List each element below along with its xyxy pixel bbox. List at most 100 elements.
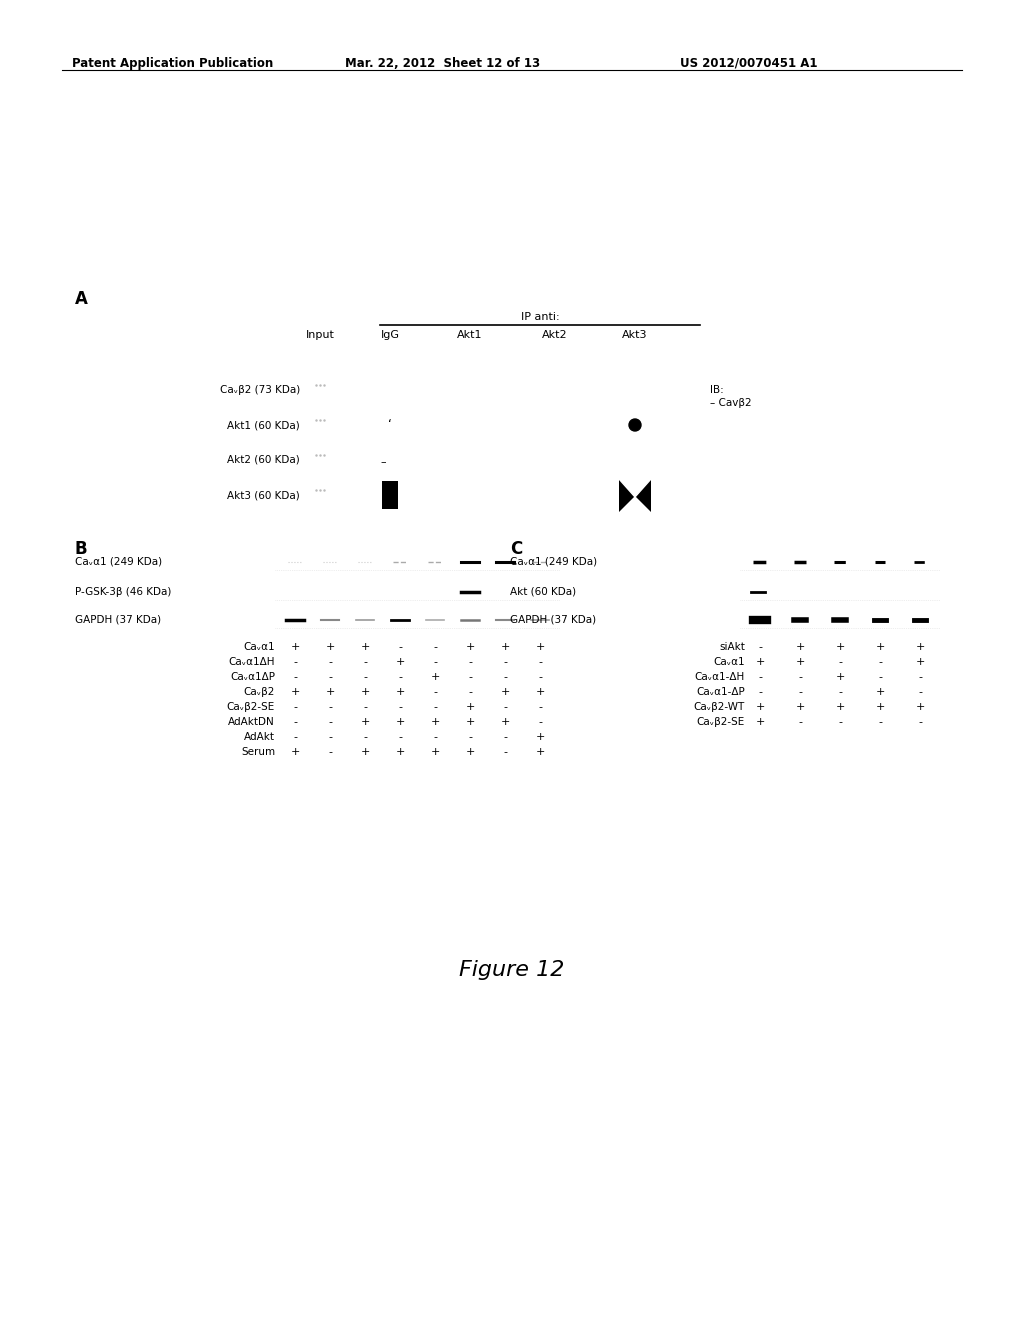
Text: Caᵥα1: Caᵥα1 — [714, 657, 745, 667]
Text: AdAktDN: AdAktDN — [228, 717, 275, 727]
Text: -: - — [433, 657, 437, 667]
Text: Caᵥα1 (249 KDa): Caᵥα1 (249 KDa) — [510, 557, 597, 568]
Text: -: - — [918, 717, 922, 727]
Text: +: + — [836, 672, 845, 682]
Text: +: + — [756, 717, 765, 727]
Text: -: - — [878, 672, 882, 682]
Text: -: - — [838, 686, 842, 697]
Text: GAPDH (37 KDa): GAPDH (37 KDa) — [510, 615, 596, 624]
Text: GAPDH (37 KDa): GAPDH (37 KDa) — [75, 615, 161, 624]
Text: IP anti:: IP anti: — [520, 312, 559, 322]
Text: -: - — [538, 702, 542, 711]
Text: Caᵥβ2-WT: Caᵥβ2-WT — [693, 702, 745, 711]
Text: Figure 12: Figure 12 — [460, 960, 564, 979]
Text: US 2012/0070451 A1: US 2012/0070451 A1 — [680, 57, 817, 70]
Text: -: - — [328, 672, 332, 682]
Text: Caᵥα1-ΔH: Caᵥα1-ΔH — [694, 672, 745, 682]
Text: B: B — [75, 540, 88, 558]
Text: -: - — [798, 672, 802, 682]
Text: +: + — [360, 747, 370, 756]
Text: -: - — [433, 702, 437, 711]
Text: -: - — [433, 733, 437, 742]
Text: Akt3 (60 KDa): Akt3 (60 KDa) — [227, 490, 300, 500]
Text: Caᵥα1: Caᵥα1 — [244, 642, 275, 652]
Text: Caᵥβ2-SE: Caᵥβ2-SE — [226, 702, 275, 711]
Text: +: + — [465, 702, 475, 711]
Text: -: - — [398, 672, 402, 682]
Text: -: - — [878, 657, 882, 667]
Text: -: - — [758, 686, 762, 697]
Text: Caᵥα1 (249 KDa): Caᵥα1 (249 KDa) — [75, 557, 162, 568]
Text: -: - — [918, 672, 922, 682]
Text: Caᵥα1-ΔP: Caᵥα1-ΔP — [696, 686, 745, 697]
Text: -: - — [758, 642, 762, 652]
Text: +: + — [360, 717, 370, 727]
Text: -: - — [503, 657, 507, 667]
FancyBboxPatch shape — [618, 479, 651, 513]
Text: -: - — [538, 717, 542, 727]
Text: Input: Input — [305, 330, 335, 341]
Text: Caᵥβ2 (73 KDa): Caᵥβ2 (73 KDa) — [220, 385, 300, 395]
Text: +: + — [291, 642, 300, 652]
Text: -: - — [468, 686, 472, 697]
Text: Akt (60 KDa): Akt (60 KDa) — [510, 587, 577, 597]
Text: +: + — [756, 657, 765, 667]
Text: +: + — [501, 717, 510, 727]
Text: +: + — [430, 672, 439, 682]
Text: +: + — [326, 686, 335, 697]
Text: -: - — [798, 717, 802, 727]
Text: -: - — [362, 657, 367, 667]
Text: +: + — [915, 642, 925, 652]
Text: -: - — [468, 733, 472, 742]
Text: Akt1 (60 KDa): Akt1 (60 KDa) — [227, 420, 300, 430]
Text: -: - — [328, 733, 332, 742]
Text: -: - — [398, 642, 402, 652]
Text: +: + — [326, 642, 335, 652]
Text: P-GSK-3β (46 KDa): P-GSK-3β (46 KDa) — [75, 587, 171, 597]
Text: +: + — [501, 686, 510, 697]
Text: A: A — [75, 290, 88, 308]
Text: -: - — [293, 717, 297, 727]
Text: -: - — [838, 657, 842, 667]
Text: +: + — [836, 702, 845, 711]
Text: -: - — [538, 672, 542, 682]
Text: C: C — [510, 540, 522, 558]
Text: +: + — [395, 686, 404, 697]
Text: +: + — [796, 642, 805, 652]
Text: -: - — [538, 657, 542, 667]
Text: -: - — [468, 672, 472, 682]
Text: siAkt: siAkt — [719, 642, 745, 652]
Text: IB:: IB: — [710, 385, 724, 395]
Text: +: + — [536, 747, 545, 756]
Text: -: - — [328, 657, 332, 667]
Polygon shape — [618, 479, 651, 498]
Text: +: + — [915, 657, 925, 667]
Text: +: + — [395, 717, 404, 727]
Text: Caᵥα1ΔP: Caᵥα1ΔP — [230, 672, 275, 682]
Text: -: - — [328, 747, 332, 756]
Text: +: + — [465, 642, 475, 652]
Text: +: + — [430, 747, 439, 756]
Text: +: + — [430, 717, 439, 727]
Text: -: - — [798, 686, 802, 697]
Text: +: + — [756, 702, 765, 711]
Text: -: - — [433, 686, 437, 697]
Text: -: - — [362, 672, 367, 682]
Text: +: + — [395, 747, 404, 756]
Text: -: - — [293, 702, 297, 711]
Text: Patent Application Publication: Patent Application Publication — [72, 57, 273, 70]
Text: Mar. 22, 2012  Sheet 12 of 13: Mar. 22, 2012 Sheet 12 of 13 — [345, 57, 540, 70]
Text: -: - — [293, 733, 297, 742]
Text: -: - — [758, 672, 762, 682]
Text: Akt2 (60 KDa): Akt2 (60 KDa) — [227, 455, 300, 465]
Text: Serum: Serum — [241, 747, 275, 756]
Text: -: - — [433, 642, 437, 652]
Text: IgG: IgG — [381, 330, 399, 341]
Text: Caᵥβ2: Caᵥβ2 — [244, 686, 275, 697]
Text: -: - — [362, 702, 367, 711]
Text: -: - — [293, 672, 297, 682]
Text: Caᵥβ2-SE: Caᵥβ2-SE — [696, 717, 745, 727]
Text: +: + — [876, 642, 885, 652]
Text: +: + — [465, 747, 475, 756]
Text: +: + — [876, 686, 885, 697]
